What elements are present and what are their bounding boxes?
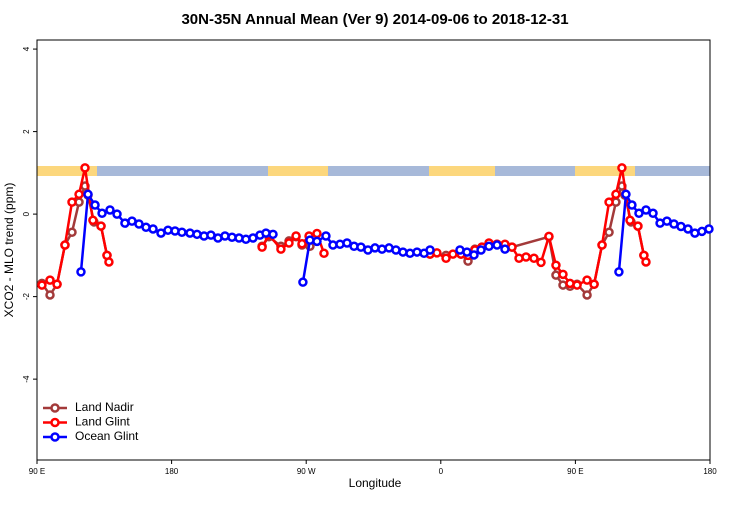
land-band — [575, 166, 635, 176]
chart-title: 30N-35N Annual Mean (Ver 9) 2014-09-06 t… — [181, 11, 568, 28]
point — [268, 229, 278, 240]
point — [76, 267, 86, 277]
point — [617, 163, 627, 173]
x-axis-label: Longitude — [349, 476, 402, 490]
point — [521, 252, 531, 262]
point — [597, 240, 607, 250]
point — [177, 227, 187, 238]
point — [312, 236, 322, 247]
point — [648, 208, 658, 219]
point — [45, 290, 55, 300]
point — [291, 231, 301, 241]
point — [641, 257, 651, 267]
point — [45, 275, 55, 285]
point — [83, 189, 93, 200]
point — [321, 231, 331, 241]
point — [529, 253, 539, 264]
point — [284, 238, 294, 248]
point — [425, 245, 435, 255]
y-tick-label: -4 — [22, 375, 31, 383]
point — [604, 227, 614, 238]
point — [441, 253, 451, 264]
land-ocean-band — [37, 166, 710, 176]
point — [492, 240, 502, 250]
point — [582, 290, 592, 300]
point — [589, 279, 599, 289]
point — [74, 189, 84, 200]
land-band — [268, 166, 328, 176]
point — [37, 280, 47, 290]
point — [297, 239, 307, 249]
point — [551, 260, 561, 271]
point — [476, 245, 486, 255]
point — [134, 219, 144, 229]
land-band — [37, 166, 97, 176]
point — [257, 242, 267, 252]
point — [112, 209, 122, 219]
legend-label: Land Glint — [75, 415, 130, 429]
legend-label: Ocean Glint — [75, 429, 139, 443]
legend-marker — [50, 417, 60, 428]
point — [500, 244, 510, 254]
point — [634, 208, 644, 219]
x-tick-label: 0 — [439, 467, 444, 476]
point — [97, 208, 107, 219]
x-tick-label: 90 E — [29, 467, 45, 476]
point — [448, 249, 458, 259]
point — [625, 215, 635, 226]
legend-marker — [50, 432, 60, 442]
x-tick-label: 180 — [165, 467, 179, 476]
point — [67, 227, 77, 238]
point — [104, 257, 114, 267]
y-tick-label: 2 — [22, 129, 31, 134]
point — [641, 205, 651, 215]
point — [611, 189, 621, 200]
point — [536, 257, 546, 268]
point — [621, 189, 631, 200]
point — [88, 215, 98, 226]
point — [60, 240, 70, 250]
point — [105, 205, 115, 215]
point — [683, 224, 693, 234]
point — [604, 197, 614, 207]
x-tick-label: 90 E — [567, 467, 583, 476]
point — [312, 228, 322, 239]
point — [572, 280, 582, 290]
legend-marker — [50, 403, 60, 413]
point — [319, 248, 329, 259]
point — [704, 224, 714, 234]
point — [90, 200, 100, 210]
point — [148, 224, 158, 234]
x-tick-label: 90 W — [297, 467, 316, 476]
point — [469, 250, 479, 260]
y-axis-label: XCO2 - MLO trend (ppm) — [2, 183, 16, 318]
point — [484, 241, 494, 252]
y-tick-label: -2 — [22, 293, 31, 301]
point — [276, 244, 286, 254]
point — [96, 221, 106, 231]
point — [544, 231, 554, 242]
y-tick-label: 0 — [22, 211, 31, 216]
point — [52, 279, 62, 289]
point — [67, 197, 77, 207]
point — [298, 277, 308, 287]
x-tick-label: 180 — [703, 467, 717, 476]
legend-label: Land Nadir — [75, 400, 134, 414]
ocean-band — [37, 166, 710, 176]
land-band — [429, 166, 495, 176]
point — [627, 200, 637, 210]
point — [582, 275, 592, 285]
y-tick-label: 4 — [22, 46, 31, 51]
plot-frame — [36, 39, 711, 461]
point — [614, 267, 624, 277]
point — [80, 163, 90, 173]
point — [558, 269, 568, 280]
point — [633, 221, 643, 231]
point — [342, 238, 352, 248]
